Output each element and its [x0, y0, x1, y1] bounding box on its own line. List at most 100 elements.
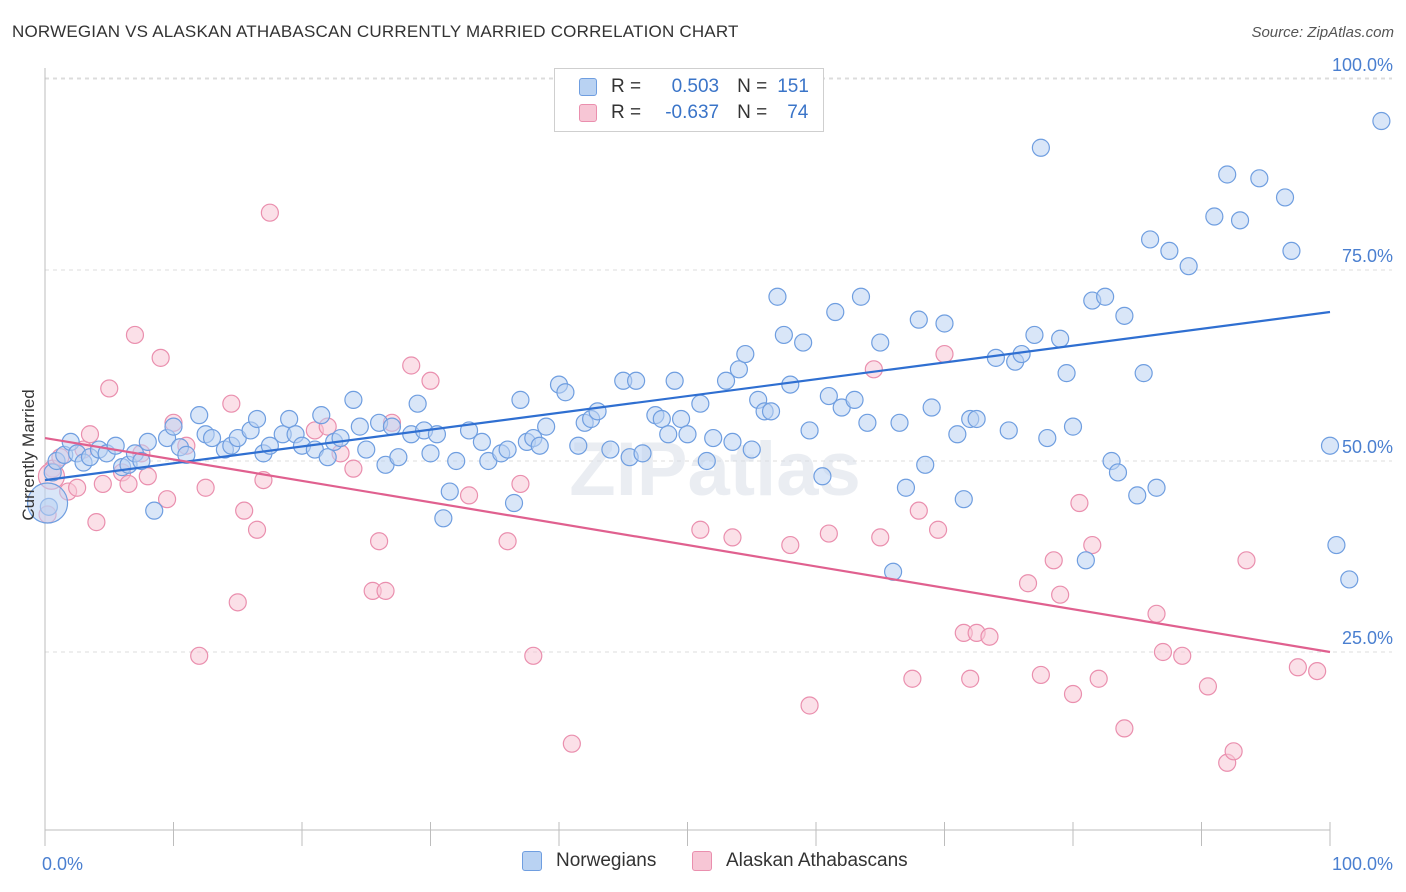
- data-point: [1051, 585, 1070, 604]
- data-point: [247, 520, 267, 539]
- data-point: [1018, 574, 1038, 593]
- data-point: [260, 203, 279, 222]
- data-point: [871, 528, 890, 547]
- data-point: [280, 409, 299, 429]
- data-point: [665, 371, 684, 390]
- data-point: [1031, 138, 1050, 157]
- data-point: [723, 528, 742, 547]
- data-point: [537, 417, 556, 436]
- data-point: [1218, 165, 1237, 184]
- data-point: [954, 490, 973, 509]
- data-point: [1038, 428, 1057, 448]
- data-point: [1372, 111, 1391, 131]
- data-point: [1115, 719, 1134, 738]
- legend-label: Norwegians: [556, 850, 657, 871]
- data-point: [1147, 604, 1166, 623]
- data-point: [1089, 669, 1108, 688]
- data-point: [382, 417, 402, 436]
- data-point: [344, 459, 363, 478]
- trend-line-norwegians: [44, 310, 1331, 482]
- data-point: [1096, 287, 1115, 306]
- data-point: [1224, 742, 1243, 761]
- data-point: [813, 467, 832, 486]
- data-point: [370, 532, 389, 551]
- data-point: [659, 425, 678, 444]
- data-point: [331, 428, 350, 448]
- data-point: [999, 421, 1018, 440]
- data-point: [87, 513, 106, 532]
- legend-row-alaskan-athabascans: R = -0.637 N = 74: [579, 101, 808, 125]
- data-point: [1063, 684, 1083, 704]
- grid-lines: [45, 77, 1392, 653]
- data-point: [119, 474, 138, 494]
- data-point: [93, 474, 112, 494]
- trend-line-alaskan-athabascans: [44, 436, 1331, 654]
- legend-row-norwegians: R = 0.503 N = 151: [579, 75, 809, 99]
- data-point: [896, 478, 916, 497]
- data-point: [498, 532, 517, 551]
- data-point: [145, 501, 164, 520]
- data-point: [80, 425, 100, 444]
- data-point: [202, 428, 222, 448]
- data-point: [736, 344, 755, 364]
- data-point: [177, 445, 196, 464]
- data-point: [26, 482, 69, 524]
- data-point: [157, 490, 177, 509]
- data-point: [1288, 658, 1307, 677]
- data-point: [601, 440, 620, 459]
- trend-lines: [44, 310, 1331, 654]
- data-point: [151, 348, 170, 367]
- data-point: [421, 371, 440, 390]
- y-tick-label: 100.0%: [1332, 55, 1393, 75]
- data-point: [704, 428, 723, 448]
- r-label: R =: [611, 102, 642, 123]
- data-point: [800, 421, 819, 440]
- legend-swatch-pink: [579, 104, 597, 122]
- data-point: [376, 581, 395, 600]
- data-point: [800, 696, 819, 715]
- data-point: [1173, 646, 1192, 665]
- data-point: [1320, 436, 1340, 455]
- series-norwegians: [26, 111, 1391, 589]
- r-value: -0.637: [665, 102, 720, 123]
- data-point: [408, 394, 427, 413]
- data-point: [909, 501, 928, 520]
- data-point: [511, 474, 530, 494]
- data-point: [100, 379, 119, 398]
- data-point: [890, 413, 909, 432]
- data-point: [1308, 661, 1327, 681]
- data-point: [1134, 364, 1153, 383]
- data-point: [138, 467, 157, 486]
- data-point: [190, 646, 209, 665]
- data-point: [922, 398, 941, 417]
- data-point: [440, 482, 459, 501]
- legend-item-alaskan-athabascans: Alaskan Athabascans: [692, 850, 908, 872]
- data-point: [1275, 188, 1295, 207]
- data-point: [235, 501, 254, 520]
- data-point: [697, 451, 716, 471]
- r-label: R =: [611, 76, 642, 97]
- data-point: [472, 432, 491, 451]
- data-point: [1051, 329, 1070, 348]
- data-point: [781, 375, 800, 394]
- data-point: [1044, 551, 1063, 570]
- data-point: [1076, 551, 1095, 570]
- data-point: [1250, 169, 1269, 188]
- data-point: [350, 417, 369, 436]
- data-point: [434, 509, 453, 528]
- data-point: [1083, 535, 1102, 555]
- data-point: [1230, 211, 1250, 230]
- data-point: [761, 402, 781, 421]
- data-point: [678, 425, 697, 444]
- data-point: [389, 448, 408, 467]
- data-point: [980, 627, 999, 646]
- chart-title: NORWEGIAN VS ALASKAN ATHABASCAN CURRENTL…: [12, 22, 739, 41]
- data-point: [357, 440, 376, 459]
- data-point: [794, 333, 813, 352]
- data-point: [1340, 570, 1359, 589]
- data-point: [222, 394, 241, 413]
- data-point: [961, 669, 980, 688]
- data-point: [1179, 257, 1198, 276]
- data-point: [909, 310, 928, 329]
